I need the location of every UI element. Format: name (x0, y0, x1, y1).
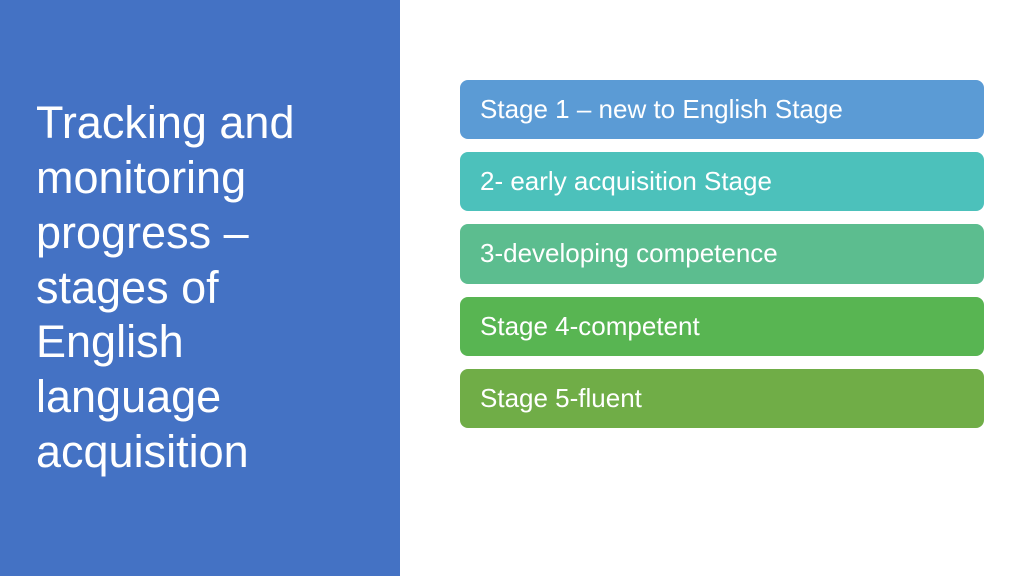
stage-item: Stage 5-fluent (460, 369, 984, 428)
stage-item: 3-developing competence (460, 224, 984, 283)
title-panel: Tracking and monitoring progress – stage… (0, 0, 400, 576)
stage-item: Stage 1 – new to English Stage (460, 80, 984, 139)
stage-item: Stage 4-competent (460, 297, 984, 356)
stage-list: Stage 1 – new to English Stage 2- early … (400, 0, 1024, 576)
slide: Tracking and monitoring progress – stage… (0, 0, 1024, 576)
stage-item: 2- early acquisition Stage (460, 152, 984, 211)
slide-title: Tracking and monitoring progress – stage… (36, 96, 364, 480)
